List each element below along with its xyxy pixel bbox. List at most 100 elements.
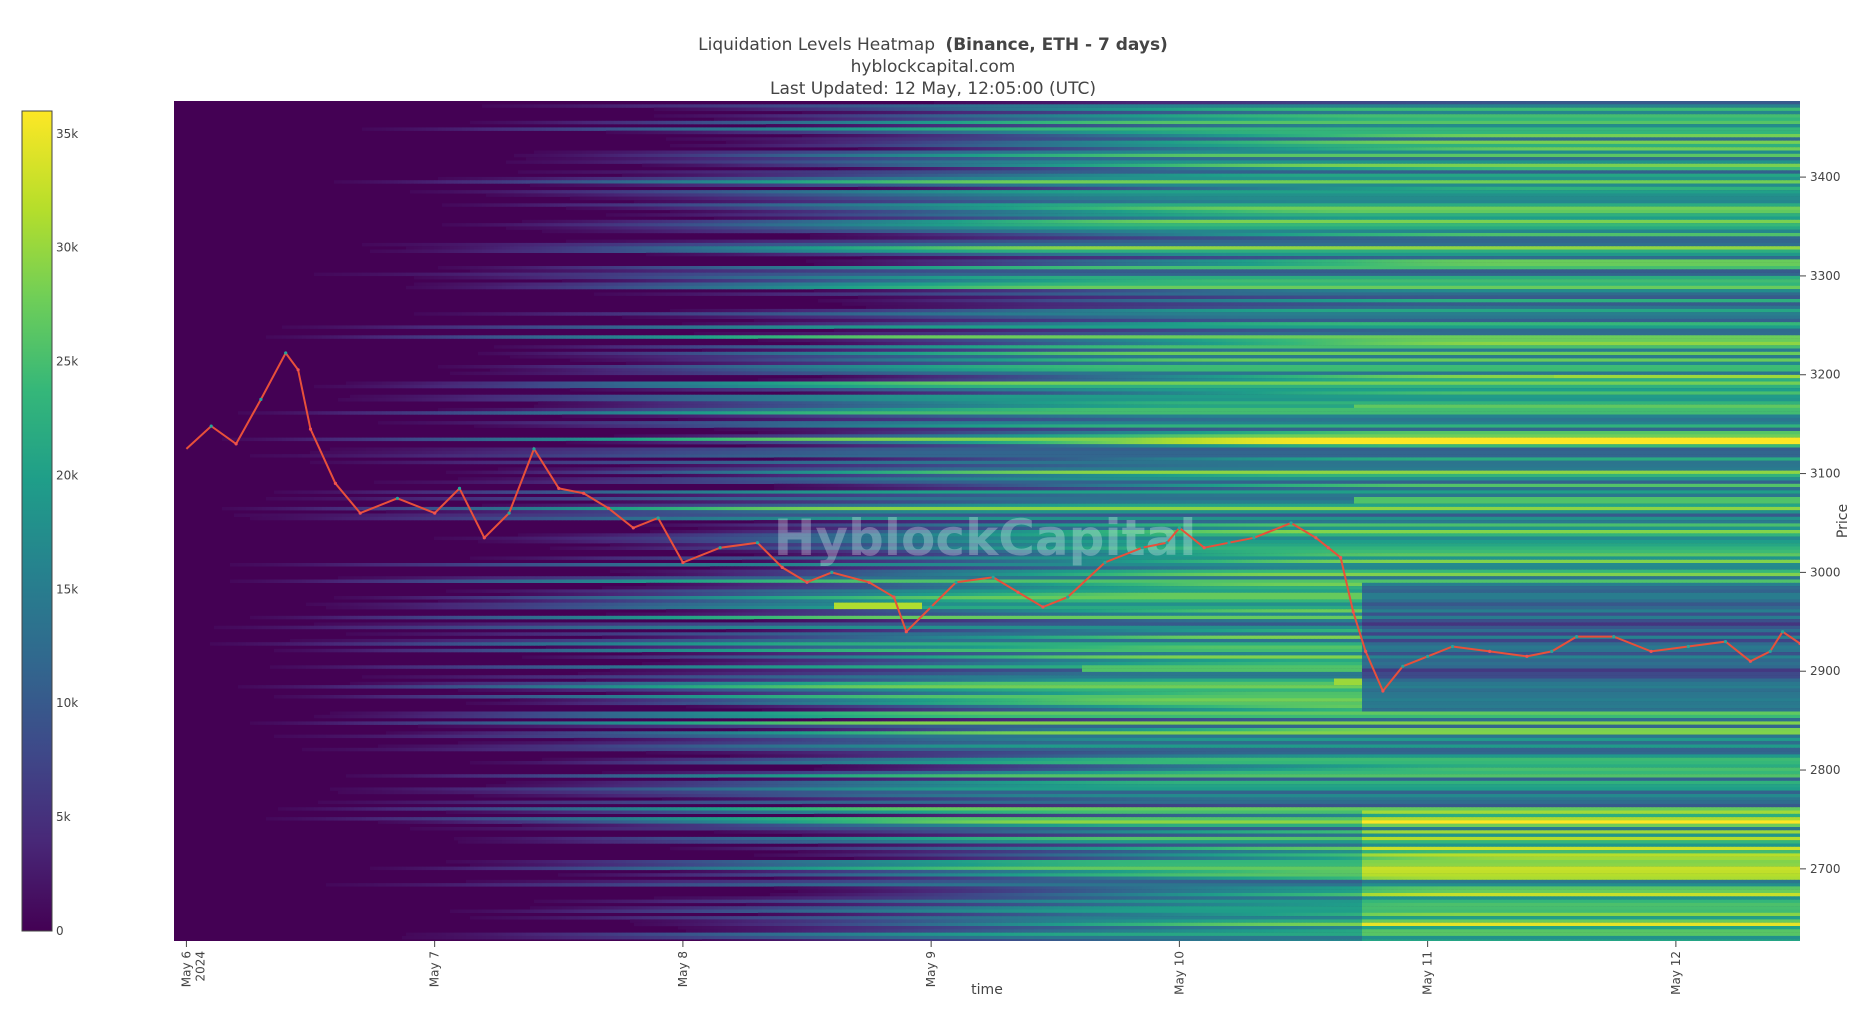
price-point: [1339, 556, 1342, 559]
price-point: [1426, 655, 1429, 658]
y-tick-label: 2700: [1810, 862, 1841, 876]
y-axis-title: Price: [1835, 504, 1851, 538]
price-point: [1650, 650, 1653, 653]
price-point: [1488, 650, 1491, 653]
price-point: [210, 425, 213, 428]
price-point: [1203, 546, 1206, 549]
price-point: [805, 581, 808, 584]
price-point: [1575, 635, 1578, 638]
price-point: [508, 511, 511, 514]
price-point: [1178, 526, 1181, 529]
colorbar-tick-label: 35k: [56, 127, 78, 141]
price-point: [1451, 645, 1454, 648]
price-point: [830, 571, 833, 574]
price-point: [1041, 605, 1044, 608]
colorbar-tick-label: 0: [56, 924, 64, 938]
price-point: [632, 526, 635, 529]
x-tick-label: May 8: [676, 951, 690, 987]
price-point: [868, 581, 871, 584]
price-point: [1141, 546, 1144, 549]
y-tick-label: 3400: [1810, 170, 1841, 184]
price-point: [334, 482, 337, 485]
price-point: [1227, 541, 1230, 544]
x-axis-title: time: [971, 982, 1003, 998]
price-point: [905, 630, 908, 633]
price-point: [284, 351, 287, 354]
y-tick-label: 3200: [1810, 368, 1841, 382]
price-point: [1687, 645, 1690, 648]
chart-subtitle: hyblockcapital.com: [851, 57, 1016, 77]
price-point: [681, 561, 684, 564]
chart-title: Liquidation Levels Heatmap (Binance, ETH…: [698, 35, 1168, 55]
colorbar-tick-label: 10k: [56, 696, 78, 710]
price-point: [930, 605, 933, 608]
price-point: [235, 442, 238, 445]
price-point: [1798, 642, 1801, 645]
colorbar-gradient: [22, 111, 52, 931]
price-point: [719, 546, 722, 549]
price-point: [1401, 665, 1404, 668]
price-point: [1612, 635, 1615, 638]
price-point: [309, 428, 312, 431]
x-tick-label: May 7: [428, 951, 442, 987]
chart-title-bold: (Binance, ETH - 7 days): [945, 35, 1167, 55]
price-point: [1550, 650, 1553, 653]
price-point: [458, 487, 461, 490]
x-tick-label: May 9: [924, 951, 938, 987]
price-point: [1165, 541, 1168, 544]
price-point: [557, 487, 560, 490]
price-point: [1364, 650, 1367, 653]
price-point: [756, 541, 759, 544]
price-point: [359, 511, 362, 514]
price-point: [1066, 596, 1069, 599]
colorbar-tick-label: 5k: [56, 810, 71, 824]
price-point: [781, 566, 784, 569]
price-point: [582, 492, 585, 495]
colorbar-tick-label: 15k: [56, 582, 78, 596]
price-point: [1327, 546, 1330, 549]
price-point: [992, 576, 995, 579]
last-updated-text: Last Updated: 12 May, 12:05:00 (UTC): [770, 79, 1096, 99]
x-tick-label: May 10: [1172, 951, 1186, 995]
x-axis: May 6 2024 May 7 May 8 May 9 May 10 May 11 May …: [179, 941, 1682, 995]
price-point: [1769, 650, 1772, 653]
colorbar-tick-label: 20k: [56, 468, 78, 482]
price-point: [1103, 561, 1106, 564]
price-point: [1290, 521, 1293, 524]
price-point: [483, 536, 486, 539]
y-tick-label: 3000: [1810, 565, 1841, 579]
price-point: [1749, 660, 1752, 663]
price-point: [892, 596, 895, 599]
price-point: [259, 398, 262, 401]
x-tick-label: May 6: [179, 951, 193, 987]
price-point: [1314, 536, 1317, 539]
y-tick-label: 3100: [1810, 467, 1841, 481]
price-point: [1525, 655, 1528, 658]
colorbar-ticks: 0 5k 10k 15k 20k 25k 30k 35k: [56, 127, 78, 938]
price-point: [657, 516, 660, 519]
x-tick-label: May 11: [1421, 951, 1435, 995]
watermark-text: HyblockCapital: [774, 509, 1197, 567]
colorbar-tick-label: 25k: [56, 355, 78, 369]
price-point: [297, 368, 300, 371]
y-tick-label: 2900: [1810, 664, 1841, 678]
price-point: [1381, 689, 1384, 692]
price-point: [1252, 536, 1255, 539]
price-point: [1016, 591, 1019, 594]
price-point: [532, 447, 535, 450]
x-tick-label: May 12: [1669, 951, 1683, 995]
price-point: [954, 581, 957, 584]
plot-area: HyblockCapital: [174, 101, 1802, 943]
colorbar-tick-label: 30k: [56, 241, 78, 255]
price-point: [1781, 630, 1784, 633]
x-tick-label-year: 2024: [193, 951, 207, 982]
y-tick-label: 2800: [1810, 763, 1841, 777]
price-point: [396, 497, 399, 500]
price-point: [1724, 640, 1727, 643]
price-point: [607, 507, 610, 510]
y-tick-label: 3300: [1810, 269, 1841, 283]
price-point: [1352, 610, 1355, 613]
colorbar: 0 5k 10k 15k 20k 25k 30k 35k: [22, 111, 78, 938]
price-point: [433, 511, 436, 514]
